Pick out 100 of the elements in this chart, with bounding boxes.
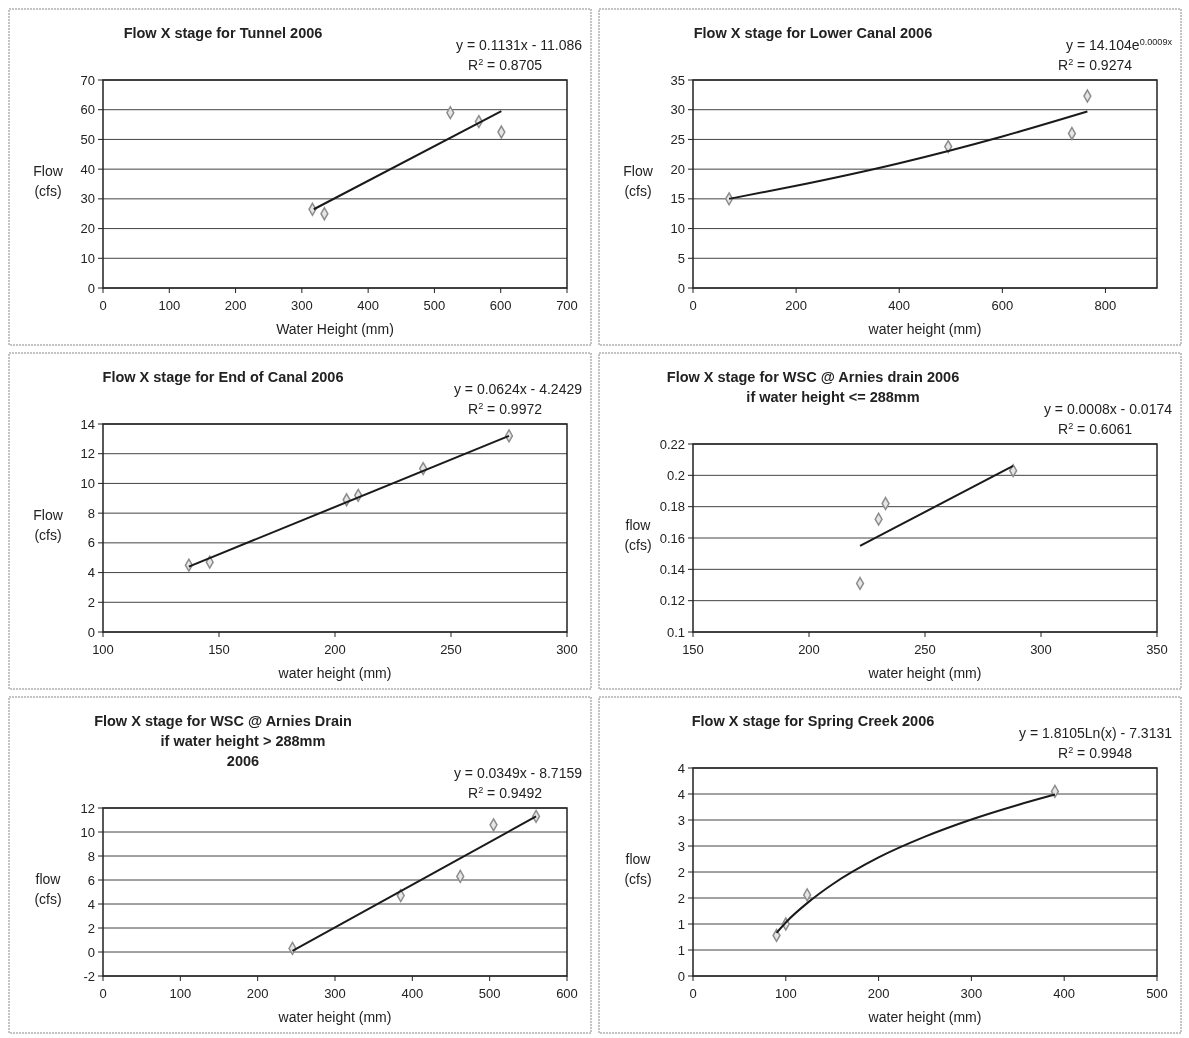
text: y = 0.0349x - 8.7159 — [453, 765, 583, 781]
y-tick-label: 8 — [87, 848, 95, 864]
y-tick-label: 0.12 — [659, 593, 685, 609]
y-tick-label: 10 — [80, 475, 95, 491]
y-tick-label: 0 — [87, 624, 95, 640]
point — [802, 888, 812, 902]
y-tick-label: 50 — [80, 131, 95, 147]
y-tick-label: 14 — [80, 416, 95, 432]
y-tick-label: 3 — [677, 838, 685, 854]
y-tick-label: 4 — [677, 786, 685, 802]
x-tick-label: 250 — [440, 642, 462, 657]
y-tick-label: 0 — [87, 944, 95, 960]
x-axis-title: water height (mm) — [277, 665, 392, 681]
text: y = 0.0008x - 0.0174 — [1043, 401, 1173, 417]
x-tick-label: 150 — [682, 642, 704, 657]
x-tick-label: 200 — [798, 642, 820, 657]
x-tick-label: 200 — [867, 986, 890, 1001]
chart-title: Flow X stage for WSC @ Arnies Drain — [94, 713, 352, 729]
x-tick-label: 300 — [291, 298, 313, 313]
y-tick-label: 15 — [670, 191, 685, 207]
y-tick-label: 10 — [80, 250, 95, 266]
y-tick-label: 0 — [677, 968, 685, 984]
x-axis-title: Water Height (mm) — [276, 321, 394, 337]
x-tick-label: 200 — [785, 298, 807, 313]
y-tick-label: 25 — [670, 131, 685, 147]
x-tick-label: 500 — [423, 298, 446, 313]
y-tick-label: 35 — [670, 72, 685, 88]
y-tick-label: 6 — [87, 535, 95, 551]
text: R$^{2}$ = 0.9948 — [1058, 745, 1133, 761]
x-tick-label: 150 — [208, 642, 230, 657]
x-tick-label: 200 — [224, 298, 247, 313]
x-tick-label: 500 — [1146, 986, 1168, 1001]
x-tick-label: 600 — [556, 986, 578, 1001]
x-axis-title: water height (mm) — [867, 321, 982, 337]
x-tick-label: 100 — [169, 986, 192, 1001]
x-tick-label: 600 — [991, 298, 1014, 313]
y-tick-label: 12 — [80, 446, 95, 462]
y-axis-title: flow (cfs) — [34, 871, 62, 907]
y-tick-label: 60 — [80, 102, 95, 118]
x-axis-title: water height (mm) — [277, 1009, 392, 1025]
chart-title: Flow X stage for WSC @ Arnies drain 2006 — [666, 369, 960, 385]
x-tick-label: 100 — [92, 642, 114, 657]
x-tick-label: 400 — [1053, 986, 1076, 1001]
y-tick-label: 8 — [87, 505, 95, 521]
text: y = 1.8105Ln(x) - 7.3131 — [1019, 725, 1173, 741]
text: R$^{2}$ = 0.9972 — [468, 401, 543, 417]
y-axis-title: Flow (cfs) — [33, 163, 64, 199]
y-tick-label: 2 — [87, 594, 95, 610]
chart-title: Flow X stage for Spring Creek 2006 — [691, 713, 935, 729]
y-tick-label: 0.1 — [666, 624, 685, 640]
y-tick-label: 40 — [80, 161, 95, 177]
x-tick-label: 250 — [914, 642, 936, 657]
x-tick-label: 0 — [689, 986, 697, 1001]
y-tick-label: 3 — [677, 812, 685, 828]
x-tick-label: 300 — [960, 986, 983, 1001]
y-tick-label: 10 — [80, 824, 95, 840]
y-tick-label: 0.16 — [659, 530, 685, 546]
x-tick-label: 400 — [401, 986, 424, 1001]
chart-title: Flow X stage for End of Canal 2006 — [102, 369, 344, 385]
x-tick-label: 100 — [158, 298, 181, 313]
x-tick-label: 0 — [99, 298, 107, 313]
y-axis-title: flow (cfs) — [624, 517, 652, 553]
x-tick-label: 500 — [478, 986, 501, 1001]
x-axis-title: water height (mm) — [867, 665, 982, 681]
text: R$^{2}$ = 0.8705 — [468, 57, 543, 73]
x-axis-title: water height (mm) — [867, 1009, 982, 1025]
text: R$^{2}$ = 0.6061 — [1058, 421, 1133, 437]
x-tick-label: 0 — [689, 298, 697, 313]
y-tick-label: 0.14 — [659, 561, 685, 577]
x-tick-label: 0 — [99, 986, 107, 1001]
y-tick-label: 0.2 — [666, 467, 685, 483]
y-tick-label: 2 — [677, 864, 685, 880]
chart-subtitle: if water height > 288mm 2006 — [160, 733, 326, 769]
y-tick-label: 30 — [80, 191, 95, 207]
y-tick-label: 0 — [677, 280, 685, 296]
y-tick-label: 1 — [677, 916, 685, 932]
text: y = 0.0624x - 4.2429 — [453, 381, 583, 397]
x-tick-label: 300 — [1030, 642, 1052, 657]
chart-subtitle: if water height <= 288mm — [746, 389, 920, 405]
y-tick-label: -2 — [83, 968, 95, 984]
y-tick-label: 2 — [677, 890, 685, 906]
y-tick-label: 6 — [87, 872, 95, 888]
x-tick-label: 200 — [246, 986, 269, 1001]
y-tick-label: 0.22 — [659, 436, 685, 452]
text: R$^{2}$ = 0.9274 — [1058, 57, 1133, 73]
x-tick-label: 400 — [888, 298, 911, 313]
x-tick-label: 400 — [357, 298, 379, 313]
y-axis-title: Flow (cfs) — [623, 163, 654, 199]
y-tick-label: 4 — [677, 760, 685, 776]
chart-title: Flow X stage for Tunnel 2006 — [123, 25, 323, 41]
x-tick-label: 300 — [556, 642, 578, 657]
x-tick-label: 350 — [1146, 642, 1168, 657]
y-tick-label: 12 — [80, 800, 95, 816]
x-tick-label: 800 — [1094, 298, 1117, 313]
y-tick-label: 4 — [87, 896, 95, 912]
y-tick-label: 4 — [87, 565, 95, 581]
y-axis-title: Flow (cfs) — [33, 507, 64, 543]
y-tick-label: 2 — [87, 920, 95, 936]
y-tick-label: 10 — [670, 221, 685, 237]
y-tick-label: 30 — [670, 102, 685, 118]
